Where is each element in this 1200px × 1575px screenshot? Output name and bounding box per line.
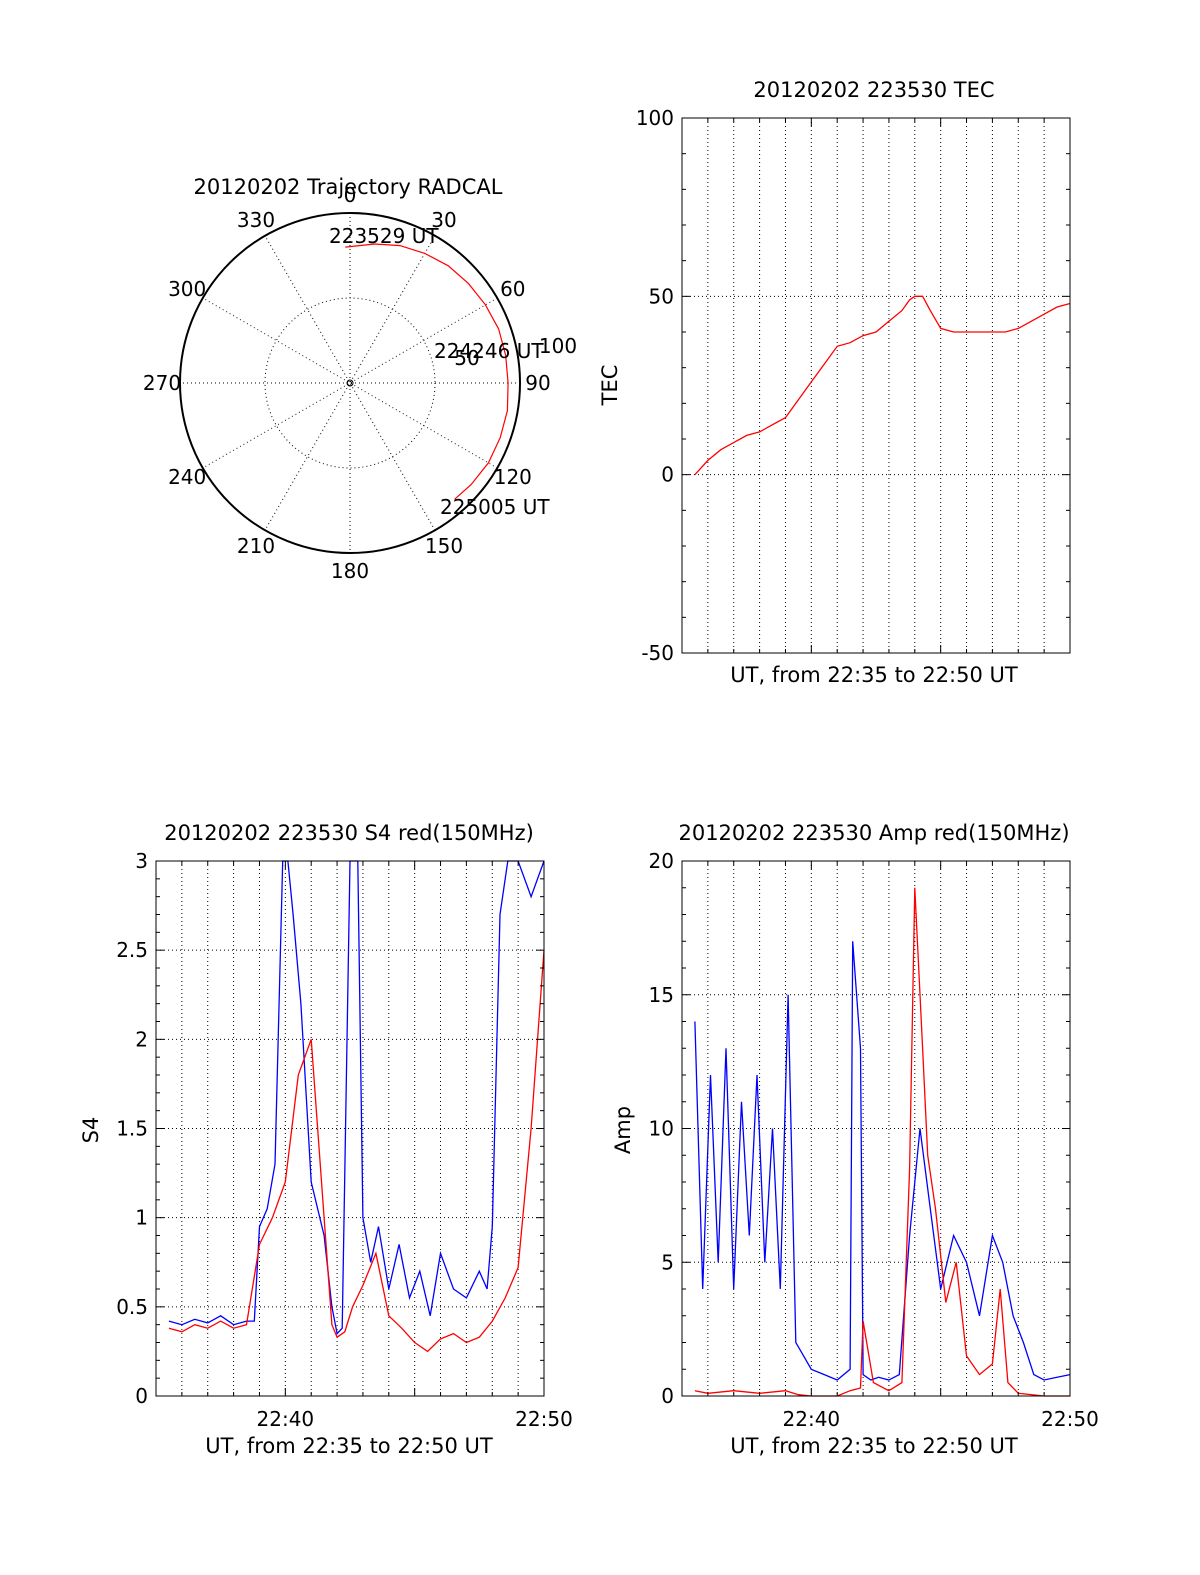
polar-title: 20120202 Trajectory RADCAL xyxy=(194,175,503,199)
x-tick-label: 22:40 xyxy=(783,1407,841,1431)
trajectory-track xyxy=(345,243,509,500)
amp-series-group xyxy=(694,887,1071,1397)
y-tick-label: 0 xyxy=(135,1384,148,1408)
s4-x-axis-label: UT, from 22:35 to 22:50 UT xyxy=(205,1434,493,1458)
polar-center-mark xyxy=(346,379,354,387)
azimuth-label: 240 xyxy=(168,465,206,489)
tec-plot-frame xyxy=(681,117,1071,654)
x-tick-label: 22:50 xyxy=(1041,1407,1099,1431)
azimuth-label: 180 xyxy=(331,559,369,583)
azimuth-label: 330 xyxy=(237,208,275,232)
tec-panel: 20120202 223530 TEC -50 0 50 100 TEC UT, fr… xyxy=(598,78,1071,687)
y-tick-label: 0 xyxy=(661,463,674,487)
tec-gridlines xyxy=(682,118,1070,653)
tec-series-group xyxy=(694,295,1071,476)
azimuth-label: 300 xyxy=(168,277,206,301)
y-tick-label: 0 xyxy=(661,1384,674,1408)
y-tick-label: 2 xyxy=(135,1027,148,1051)
s4-title: 20120202 223530 S4 red(150MHz) xyxy=(164,821,534,845)
series-line-red xyxy=(694,887,1070,1397)
y-tick-label: 0.5 xyxy=(116,1295,148,1319)
y-tick-label: 2.5 xyxy=(116,938,148,962)
trajectory-polar-panel: 20120202 Trajectory RADCAL 0 30 60 90 120 150… xyxy=(143,175,577,583)
azimuth-label: 150 xyxy=(425,534,463,558)
y-tick-label: 3 xyxy=(135,849,148,873)
azimuth-label: 90 xyxy=(525,371,550,395)
y-tick-label: 50 xyxy=(649,284,674,308)
series-line-blue xyxy=(694,941,1071,1381)
radius-label-100: 100 xyxy=(539,334,577,358)
polar-spoke xyxy=(264,235,436,531)
series-line-red xyxy=(694,295,1071,476)
y-tick-label: 10 xyxy=(649,1117,674,1141)
amp-x-axis-label: UT, from 22:35 to 22:50 UT xyxy=(730,1434,1018,1458)
y-tick-label: 1.5 xyxy=(116,1117,148,1141)
mid-time-label: 224246 UT xyxy=(434,339,544,363)
start-time-label: 223529 UT xyxy=(329,224,439,248)
azimuth-label: 210 xyxy=(237,534,275,558)
polar-spoke xyxy=(202,297,498,469)
y-tick-label: 15 xyxy=(649,983,674,1007)
tec-ticks: -50 0 50 100 xyxy=(636,106,1071,665)
polar-grid xyxy=(180,213,520,553)
tec-x-axis-label: UT, from 22:35 to 22:50 UT xyxy=(730,663,1018,687)
s4-series-group xyxy=(168,860,545,1353)
y-tick-label: -50 xyxy=(641,641,674,665)
amp-ticks: 0 5 10 15 20 22:40 22:50 xyxy=(649,849,1099,1431)
y-tick-label: 20 xyxy=(649,849,674,873)
series-line-red xyxy=(168,950,545,1353)
x-tick-label: 22:50 xyxy=(515,1407,573,1431)
azimuth-labels: 0 30 60 90 120 150 180 210 240 270 300 330 xyxy=(143,183,551,583)
tec-y-axis-label: TEC xyxy=(598,365,622,407)
s4-panel: 20120202 223530 S4 red(150MHz) 0 0.5 1 1.5 2… xyxy=(79,821,573,1458)
s4-gridlines xyxy=(156,861,544,1396)
azimuth-label: 0 xyxy=(344,183,357,207)
radius-label-50: 50 xyxy=(454,346,479,370)
y-tick-label: 1 xyxy=(135,1206,148,1230)
azimuth-label: 60 xyxy=(500,277,525,301)
amp-gridlines xyxy=(682,861,1070,1396)
s4-ticks: 0 0.5 1 1.5 2 2.5 3 22:40 22:50 xyxy=(116,849,573,1431)
azimuth-label: 120 xyxy=(494,465,532,489)
polar-outer-ring xyxy=(179,212,521,554)
polar-spoke xyxy=(264,235,436,531)
x-tick-label: 22:40 xyxy=(257,1407,315,1431)
amp-panel: 20120202 223530 Amp red(150MHz) 0 5 10 15 20… xyxy=(611,821,1099,1458)
y-tick-label: 100 xyxy=(636,106,674,130)
amp-y-axis-label: Amp xyxy=(611,1106,635,1154)
s4-y-axis-label: S4 xyxy=(79,1117,103,1144)
amp-title: 20120202 223530 Amp red(150MHz) xyxy=(678,821,1069,845)
azimuth-label: 270 xyxy=(143,371,181,395)
polar-grid-ring xyxy=(264,297,436,469)
tec-title: 20120202 223530 TEC xyxy=(753,78,994,102)
series-line-blue xyxy=(168,860,545,1335)
end-time-label: 225005 UT xyxy=(440,495,550,519)
polar-spoke xyxy=(202,297,498,469)
y-tick-label: 5 xyxy=(661,1250,674,1274)
azimuth-label: 30 xyxy=(431,208,456,232)
